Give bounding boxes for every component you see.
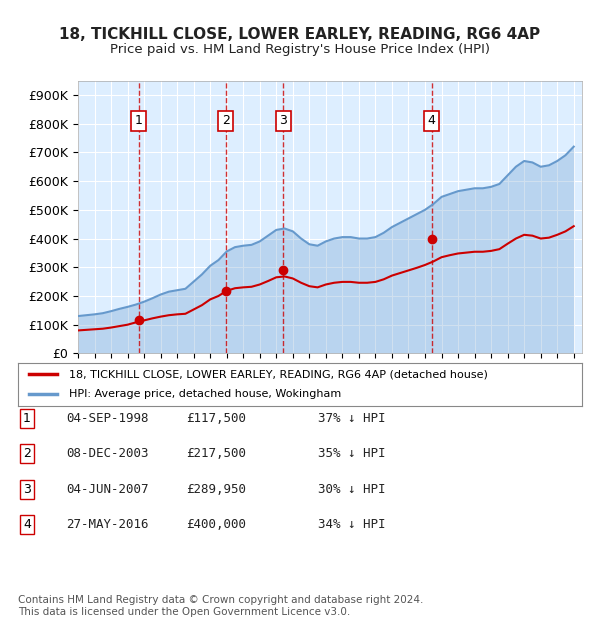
Text: 27-MAY-2016: 27-MAY-2016	[66, 518, 149, 531]
Text: Contains HM Land Registry data © Crown copyright and database right 2024.
This d: Contains HM Land Registry data © Crown c…	[18, 595, 424, 617]
Text: 2: 2	[23, 448, 31, 460]
Text: 35% ↓ HPI: 35% ↓ HPI	[318, 448, 386, 460]
Text: 4: 4	[428, 114, 436, 127]
Text: 04-JUN-2007: 04-JUN-2007	[66, 483, 149, 495]
Text: £117,500: £117,500	[186, 412, 246, 425]
Text: 18, TICKHILL CLOSE, LOWER EARLEY, READING, RG6 4AP (detached house): 18, TICKHILL CLOSE, LOWER EARLEY, READIN…	[69, 370, 488, 379]
Text: 1: 1	[135, 114, 143, 127]
Text: 08-DEC-2003: 08-DEC-2003	[66, 448, 149, 460]
Text: 1: 1	[23, 412, 31, 425]
Text: £400,000: £400,000	[186, 518, 246, 531]
Text: 04-SEP-1998: 04-SEP-1998	[66, 412, 149, 425]
Text: 18, TICKHILL CLOSE, LOWER EARLEY, READING, RG6 4AP: 18, TICKHILL CLOSE, LOWER EARLEY, READIN…	[59, 27, 541, 42]
Text: 34% ↓ HPI: 34% ↓ HPI	[318, 518, 386, 531]
Text: 30% ↓ HPI: 30% ↓ HPI	[318, 483, 386, 495]
Text: Price paid vs. HM Land Registry's House Price Index (HPI): Price paid vs. HM Land Registry's House …	[110, 43, 490, 56]
Text: 3: 3	[279, 114, 287, 127]
Text: £289,950: £289,950	[186, 483, 246, 495]
Text: 3: 3	[23, 483, 31, 495]
Text: £217,500: £217,500	[186, 448, 246, 460]
Text: 2: 2	[222, 114, 230, 127]
Text: HPI: Average price, detached house, Wokingham: HPI: Average price, detached house, Woki…	[69, 389, 341, 399]
Text: 4: 4	[23, 518, 31, 531]
Text: 37% ↓ HPI: 37% ↓ HPI	[318, 412, 386, 425]
